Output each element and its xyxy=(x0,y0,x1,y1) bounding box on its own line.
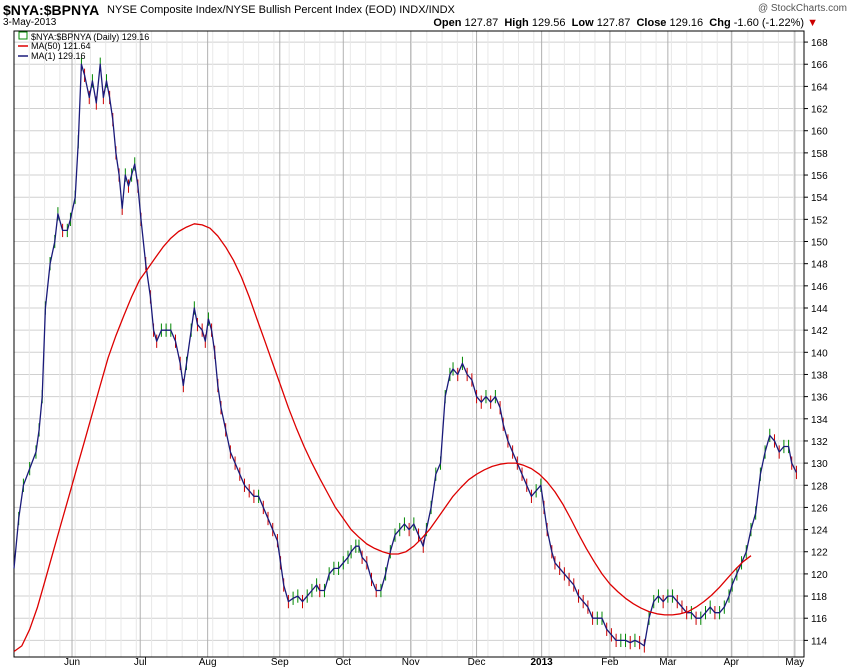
legend: $NYA:$BPNYA (Daily) 129.16 MA(50) 121.64… xyxy=(18,31,149,61)
y-tick-label: 152 xyxy=(811,215,828,226)
y-tick-label: 134 xyxy=(811,415,828,426)
plot-frame xyxy=(13,30,805,658)
grid xyxy=(13,31,804,657)
y-tick-label: 164 xyxy=(811,82,828,93)
y-tick-label: 136 xyxy=(811,393,828,404)
x-tick-label: Jun xyxy=(64,657,80,668)
x-tick-label: May xyxy=(785,657,804,668)
y-tick-label: 138 xyxy=(811,370,828,381)
chg-label: Chg xyxy=(709,17,731,29)
price-legend-icon xyxy=(18,31,28,40)
y-tick-label: 120 xyxy=(811,570,828,581)
x-tick-label: Sep xyxy=(271,657,289,668)
y-tick-label: 162 xyxy=(811,105,828,116)
chg-down-icon: ▼ xyxy=(807,17,818,29)
series-line-ma1 xyxy=(13,63,797,647)
chg-value: -1.60 (-1.22%) xyxy=(733,17,805,29)
x-axis: Jun Jul Aug Sep Oct Nov Dec 2013 Feb Mar Apr May xyxy=(64,657,804,668)
y-tick-label: 130 xyxy=(811,459,828,470)
y-axis: 114 116 118 120 122 124 126 128 130 132 134 136 138 1… xyxy=(804,38,828,647)
y-tick-label: 150 xyxy=(811,238,828,249)
close-value: 129.16 xyxy=(669,17,704,29)
legend-ma50: MA(50) 121.64 xyxy=(31,41,91,51)
y-tick-label: 148 xyxy=(811,260,828,271)
y-tick-label: 168 xyxy=(811,38,828,49)
y-tick-label: 114 xyxy=(811,636,827,647)
x-tick-label: Apr xyxy=(724,657,740,668)
y-tick-label: 146 xyxy=(811,282,828,293)
high-label: High xyxy=(504,17,529,29)
x-tick-label: Nov xyxy=(402,657,420,668)
x-tick-label: Mar xyxy=(659,657,677,668)
open-value: 127.87 xyxy=(464,17,499,29)
y-tick-label: 140 xyxy=(811,348,828,359)
y-tick-label: 156 xyxy=(811,171,828,182)
y-tick-label: 154 xyxy=(811,193,828,204)
y-tick-label: 144 xyxy=(811,304,828,315)
legend-price: $NYA:$BPNYA (Daily) 129.16 xyxy=(31,32,149,42)
y-tick-label: 158 xyxy=(811,149,828,160)
low-value: 127.87 xyxy=(596,17,631,29)
low-label: Low xyxy=(571,17,594,29)
high-value: 129.56 xyxy=(531,17,566,29)
y-tick-label: 142 xyxy=(811,326,828,337)
y-tick-label: 124 xyxy=(811,526,828,537)
ohlc-readout: Open 127.87 High 129.56 Low 127.87 Close… xyxy=(433,17,818,29)
x-tick-label: Oct xyxy=(335,657,351,668)
series-line-ma50 xyxy=(13,223,752,653)
y-tick-label: 160 xyxy=(811,127,828,138)
y-tick-label: 118 xyxy=(811,592,827,603)
legend-ma1: MA(1) 129.16 xyxy=(31,51,86,61)
y-tick-label: 122 xyxy=(811,548,828,559)
series-group xyxy=(13,57,797,653)
y-tick-label: 132 xyxy=(811,437,828,448)
y-tick-label: 128 xyxy=(811,481,828,492)
x-tick-label: Dec xyxy=(468,657,486,668)
description-text: NYSE Composite Index/NYSE Bullish Percen… xyxy=(107,4,397,16)
x-tick-label: Feb xyxy=(601,657,619,668)
y-tick-label: 126 xyxy=(811,503,828,514)
x-tick-label: Aug xyxy=(199,657,217,668)
exchange-text: INDX/INDX xyxy=(399,4,455,16)
x-tick-label: 2013 xyxy=(531,657,554,668)
open-label: Open xyxy=(433,17,462,29)
x-tick-label: Jul xyxy=(134,657,147,668)
y-tick-label: 166 xyxy=(811,60,828,71)
y-tick-label: 116 xyxy=(811,614,827,625)
chart-description: NYSE Composite Index/NYSE Bullish Percen… xyxy=(107,4,455,16)
chart-symbol: $NYA:$BPNYA xyxy=(3,2,100,18)
chart-date: 3-May-2013 xyxy=(3,17,57,28)
close-label: Close xyxy=(636,17,667,29)
brand-logo: @ StockCharts.com xyxy=(757,3,847,14)
